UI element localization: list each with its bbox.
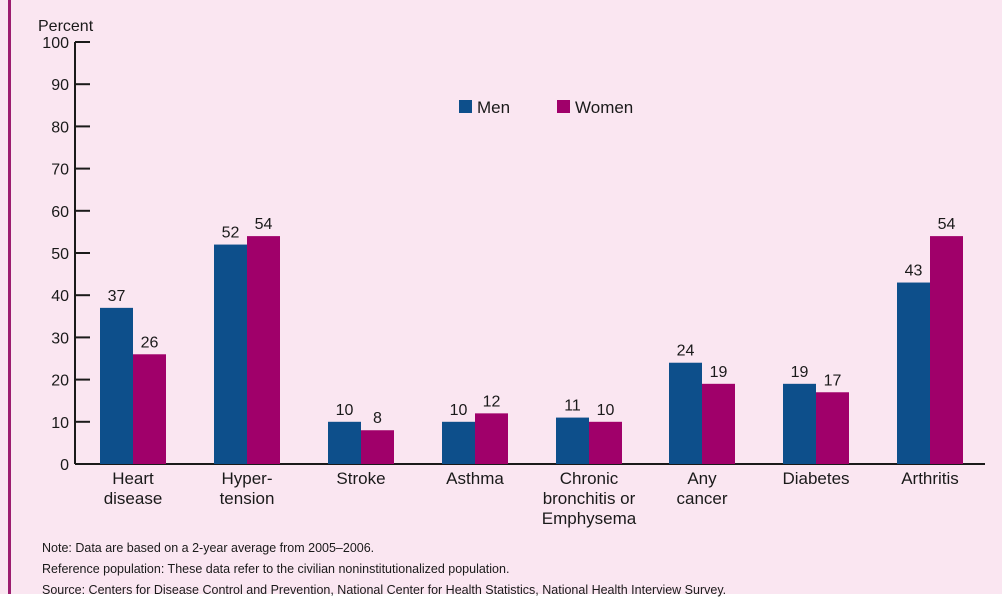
y-tick-label: 20 xyxy=(51,373,69,390)
x-tick-label: Heart xyxy=(112,469,154,488)
bar-men xyxy=(442,421,475,464)
source-text: Source: Centers for Disease Control and … xyxy=(42,583,727,597)
data-label: 10 xyxy=(336,402,354,419)
x-tick-label: bronchitis or xyxy=(543,489,636,508)
bar-women xyxy=(361,430,394,464)
y-tick-label: 50 xyxy=(51,246,69,263)
bar-women xyxy=(589,421,622,464)
y-tick-label: 30 xyxy=(51,330,69,347)
legend: Men Women xyxy=(459,98,633,117)
legend-swatch-men xyxy=(459,100,472,113)
data-label: 43 xyxy=(905,263,923,280)
y-tick-label: 90 xyxy=(51,77,69,94)
x-tick-label: disease xyxy=(104,489,163,508)
x-tick-label: Chronic xyxy=(560,469,619,488)
y-tick-label: 100 xyxy=(42,35,69,52)
y-axis-label: Percent xyxy=(38,18,94,35)
data-label: 54 xyxy=(255,216,273,233)
bar-women xyxy=(930,236,963,464)
y-tick-label: 0 xyxy=(60,457,69,474)
y-tick-label: 70 xyxy=(51,162,69,179)
y-tick-label: 40 xyxy=(51,288,69,305)
legend-label-men: Men xyxy=(477,98,510,117)
bar-men xyxy=(214,244,247,464)
legend-label-women: Women xyxy=(575,98,633,117)
reference-text: Reference population: These data refer t… xyxy=(42,562,510,576)
data-label: 17 xyxy=(824,372,842,389)
data-label: 19 xyxy=(710,364,728,381)
data-label: 11 xyxy=(564,398,581,415)
bar-men xyxy=(897,282,930,464)
bar-women xyxy=(475,413,508,464)
data-label: 10 xyxy=(450,402,468,419)
data-label: 24 xyxy=(677,343,695,360)
bar-men xyxy=(328,421,361,464)
legend-swatch-women xyxy=(557,100,570,113)
x-tick-label: Hyper- xyxy=(221,469,272,488)
x-tick-label: cancer xyxy=(676,489,727,508)
bar-women xyxy=(133,354,166,464)
bar-men xyxy=(556,417,589,464)
data-label: 26 xyxy=(141,334,159,351)
x-tick-label: Asthma xyxy=(446,469,504,488)
data-label: 52 xyxy=(222,225,240,242)
x-tick-label: Emphysema xyxy=(542,509,637,528)
data-label: 8 xyxy=(373,410,382,427)
data-label: 10 xyxy=(597,402,615,419)
x-tick-label: tension xyxy=(220,489,275,508)
bar-men xyxy=(100,307,133,464)
data-label: 12 xyxy=(483,393,501,410)
x-tick-label: Diabetes xyxy=(782,469,849,488)
y-tick-label: 80 xyxy=(51,119,69,136)
note-text: Note: Data are based on a 2-year average… xyxy=(42,541,375,555)
bar-men xyxy=(783,383,816,464)
bar-women xyxy=(247,236,280,464)
x-tick-label: Any xyxy=(687,469,717,488)
data-label: 37 xyxy=(108,288,126,305)
data-label: 19 xyxy=(791,364,809,381)
y-tick-label: 10 xyxy=(51,415,69,432)
x-tick-label: Stroke xyxy=(336,469,385,488)
y-tick-label: 60 xyxy=(51,204,69,221)
left-accent-rule xyxy=(8,0,11,594)
bar-women xyxy=(816,392,849,464)
bar-men xyxy=(669,362,702,464)
footnotes: Note: Data are based on a 2-year average… xyxy=(42,538,992,601)
data-label: 54 xyxy=(938,216,956,233)
bar-women xyxy=(702,383,735,464)
x-tick-label: Arthritis xyxy=(901,469,959,488)
